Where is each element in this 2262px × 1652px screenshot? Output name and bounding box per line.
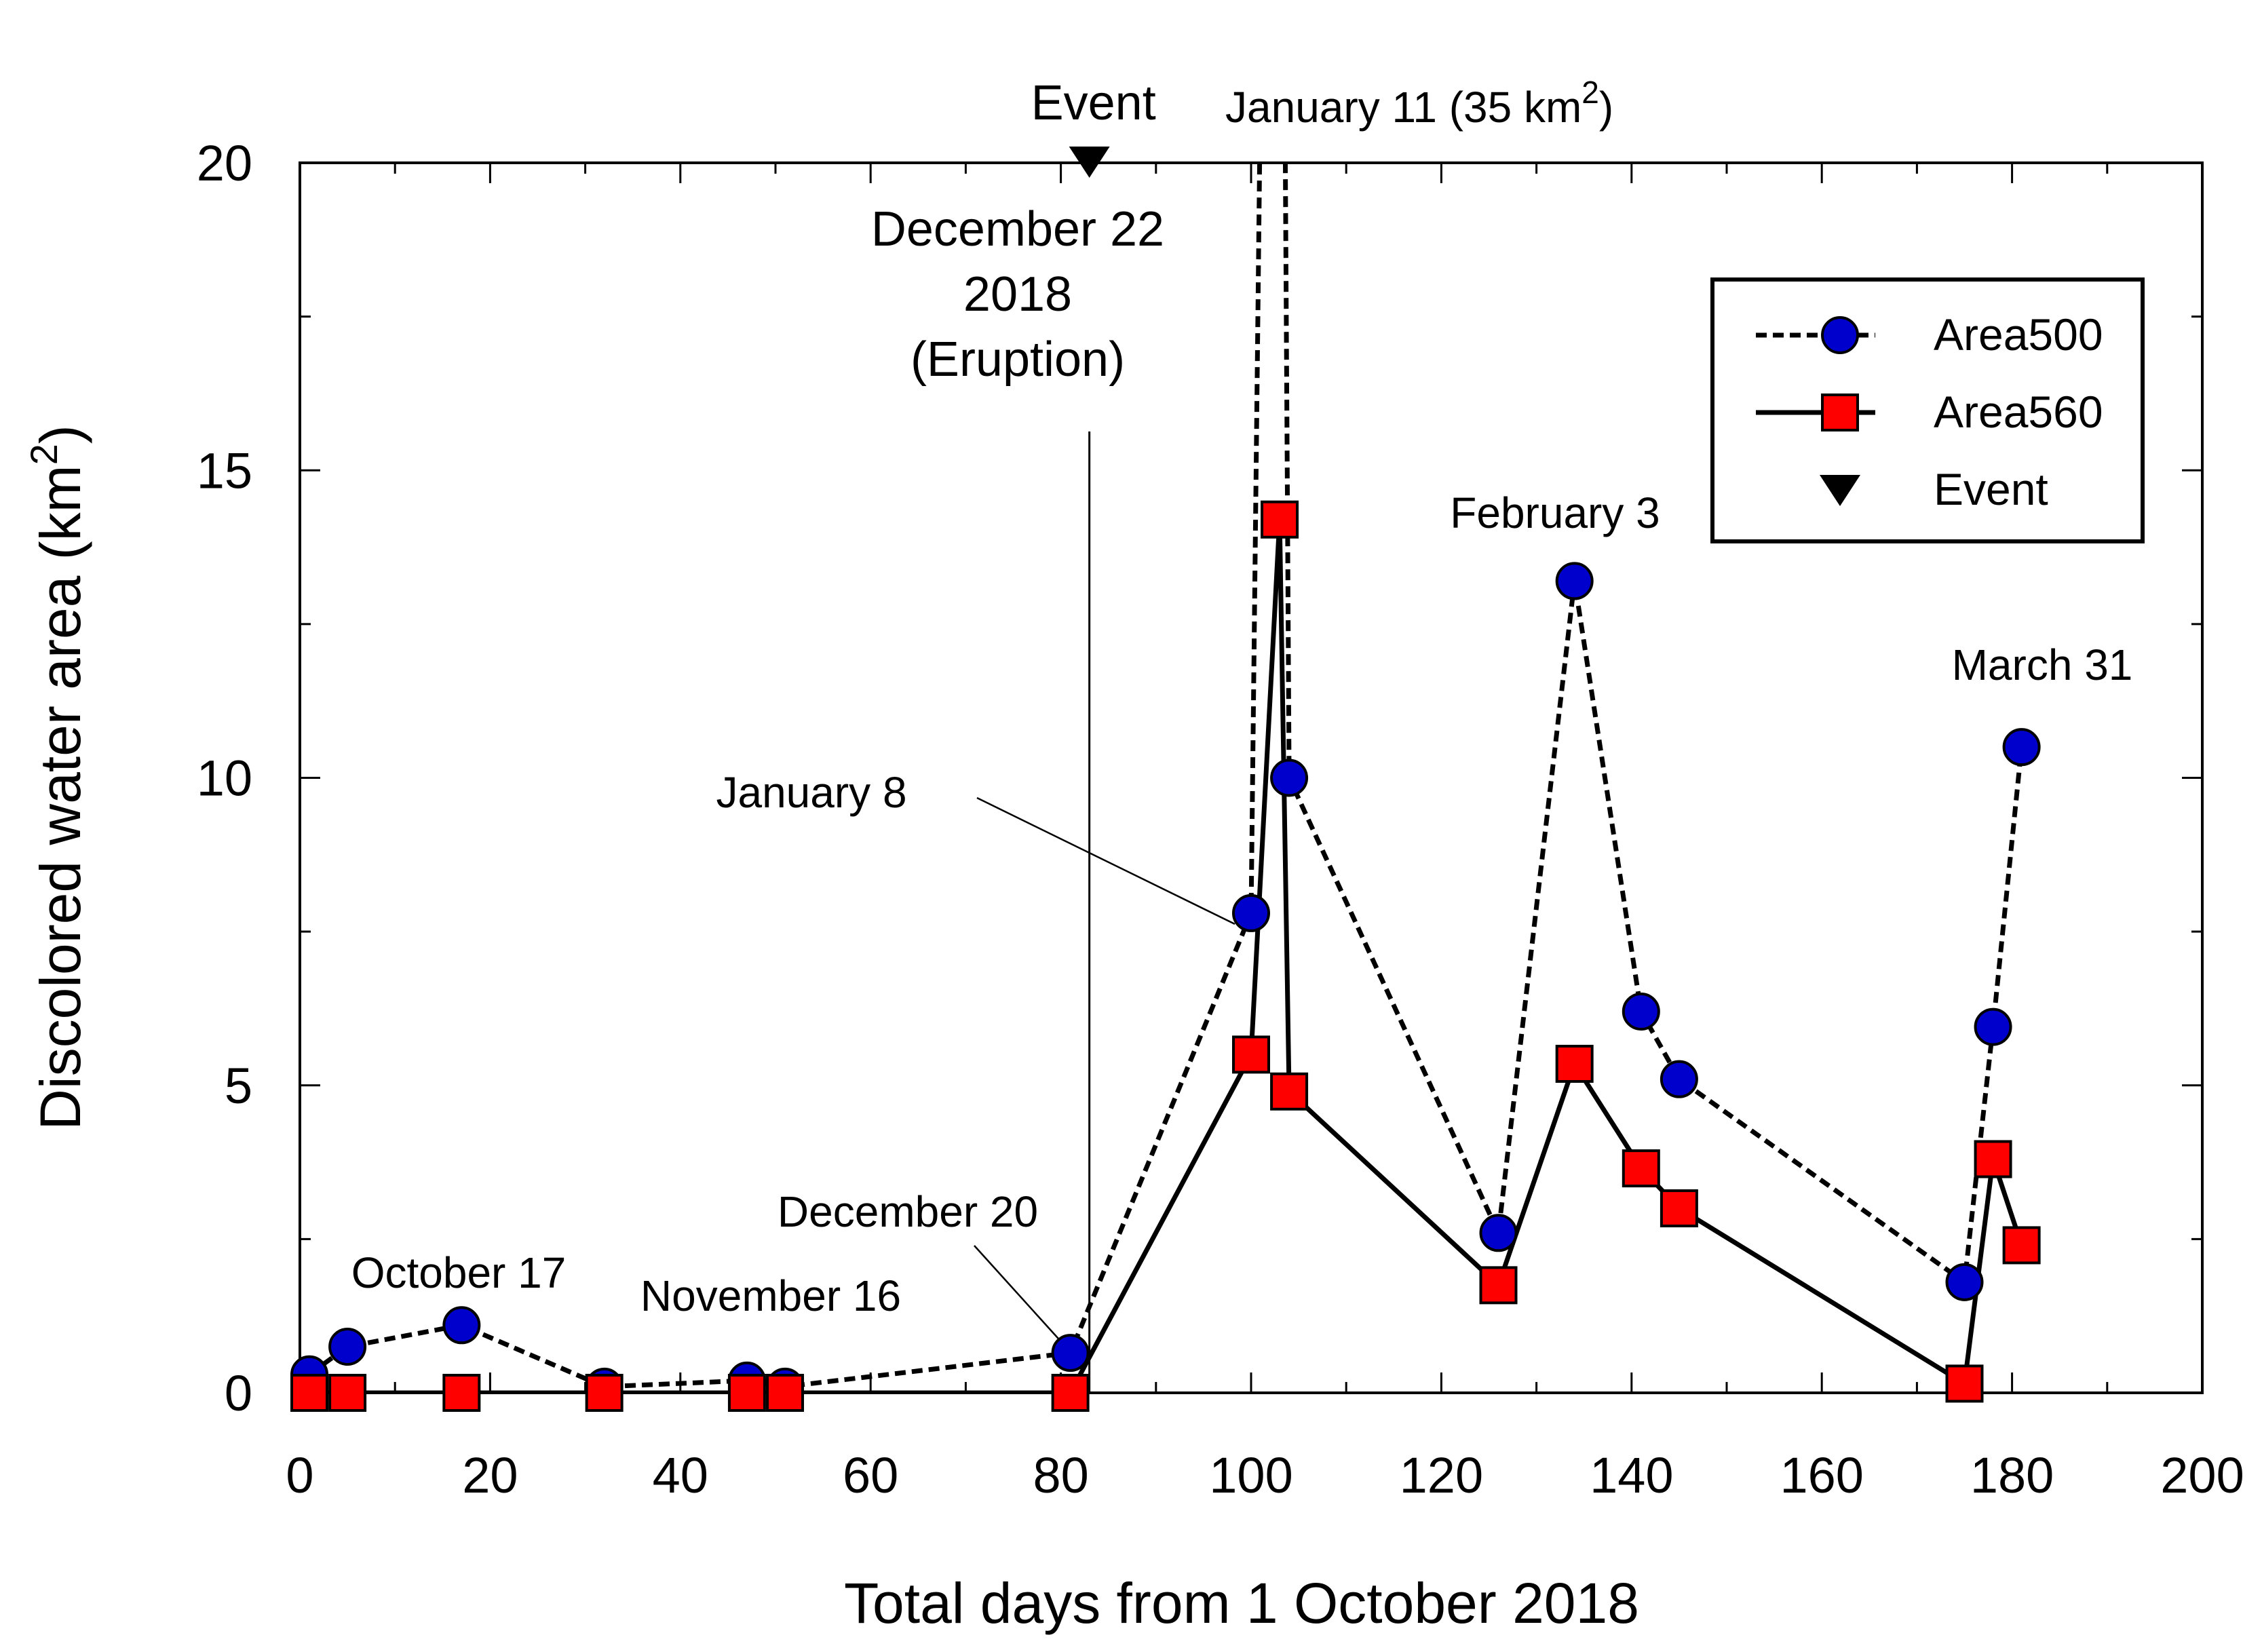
annotation-december-22-line1: December 22 (871, 202, 1164, 256)
legend-label-area500: Area500 (1934, 309, 2103, 360)
x-tick-label: 20 (462, 1447, 518, 1503)
y-tick-label: 20 (197, 135, 252, 191)
marker-area500 (1270, 758, 1309, 797)
marker-area560 (1261, 500, 1299, 539)
annotation-october-17: October 17 (351, 1248, 567, 1297)
x-tick-label: 200 (2160, 1447, 2244, 1503)
x-tick-label: 0 (286, 1447, 313, 1503)
event-label: Event (1031, 76, 1156, 130)
legend-marker-area500 (1821, 316, 1859, 354)
x-tick-label: 40 (653, 1447, 708, 1503)
annotation-december-22-line2: 2018 (963, 267, 1072, 322)
marker-area500 (1622, 992, 1660, 1031)
marker-area560 (585, 1374, 624, 1412)
marker-area560 (2002, 1226, 2041, 1265)
annotation-january-11: January 11 (35 km2) (1225, 75, 1613, 132)
marker-area560 (1555, 1045, 1594, 1083)
series-markers (290, 500, 2041, 1412)
y-tick-label: 0 (225, 1365, 252, 1421)
x-tick-label: 60 (843, 1447, 898, 1503)
x-tick-label: 120 (1400, 1447, 1483, 1503)
marker-area560 (1270, 1072, 1309, 1111)
marker-area500 (328, 1328, 367, 1366)
x-axis-title: Total days from 1 October 2018 (844, 1571, 1639, 1635)
marker-area560 (1479, 1266, 1518, 1305)
annotation-january-8: January 8 (716, 768, 906, 817)
legend-marker-area560 (1821, 393, 1859, 431)
marker-area500 (1051, 1334, 1090, 1372)
marker-area560 (442, 1374, 481, 1412)
leader-december-20 (974, 1245, 1065, 1345)
axis-ticks (299, 161, 2204, 1394)
marker-area500 (1945, 1263, 1984, 1301)
x-tick-label: 140 (1590, 1447, 1673, 1503)
marker-area560 (1232, 1035, 1270, 1074)
y-tick-label: 5 (225, 1058, 252, 1114)
legend-label-area560: Area560 (1934, 387, 2103, 437)
marker-area500 (1660, 1060, 1698, 1098)
y-tick-label: 15 (197, 442, 252, 499)
marker-area560 (290, 1374, 329, 1412)
marker-area500 (1232, 894, 1270, 932)
marker-area560 (1660, 1189, 1698, 1228)
y-axis-title: Discolored water area (km2) (22, 425, 92, 1130)
marker-area500 (1555, 562, 1594, 600)
x-tick-label: 180 (1970, 1447, 2054, 1503)
annotation-march-31: March 31 (1952, 640, 2133, 689)
legend-label-event: Event (1934, 464, 2048, 514)
marker-area560 (1974, 1140, 2012, 1178)
y-tick-label: 10 (197, 750, 252, 807)
series-line-area560 (309, 519, 2024, 1393)
annotation-december-22-line3: (Eruption) (910, 332, 1125, 387)
event-marker (1069, 147, 1110, 178)
x-tick-label: 100 (1209, 1447, 1292, 1503)
annotation-november-16: November 16 (640, 1271, 901, 1320)
marker-area560 (1051, 1374, 1090, 1412)
annotation-december-20: December 20 (778, 1187, 1038, 1236)
marker-area560 (328, 1374, 367, 1412)
marker-area560 (1945, 1364, 1984, 1403)
marker-area500 (1479, 1214, 1518, 1252)
series-line-area500 (307, 163, 2025, 1389)
marker-area500 (2002, 728, 2041, 767)
marker-area560 (766, 1374, 805, 1412)
annotation-february-3: February 3 (1450, 488, 1660, 537)
marker-area560 (727, 1374, 766, 1412)
leader-january-8 (976, 796, 1235, 925)
x-tick-label: 80 (1033, 1447, 1088, 1503)
axis-tick-labels: 0 20 40 60 80 100 120 140 160 180 200 0 5 10 15 20 (197, 135, 2244, 1503)
legend: Area500 Area560 Event (1710, 277, 2145, 543)
marker-area500 (442, 1306, 481, 1345)
legend-marker-event (1820, 475, 1860, 506)
marker-area560 (1622, 1149, 1660, 1188)
x-tick-label: 160 (1780, 1447, 1863, 1503)
marker-area500 (1974, 1007, 2012, 1046)
